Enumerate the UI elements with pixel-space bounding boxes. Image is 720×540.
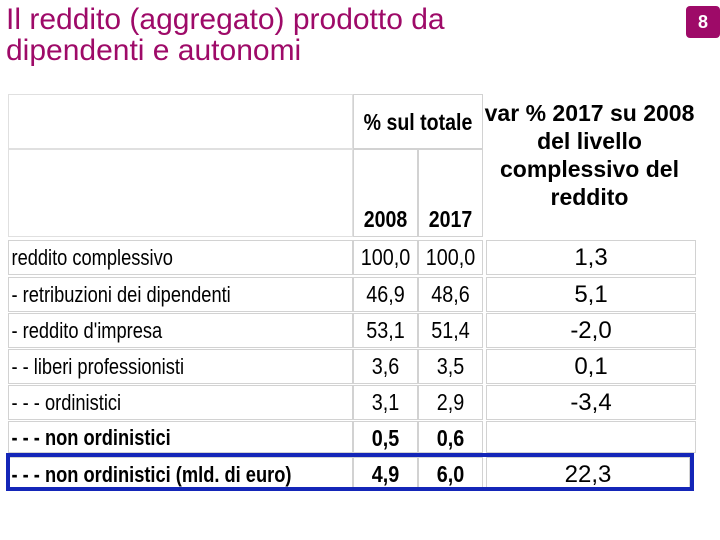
table-cell-var: 22,3 <box>486 457 690 491</box>
title-line-2: dipendenti e autonomi <box>6 34 302 67</box>
table-cell-2008: 4,9 <box>353 457 418 491</box>
header-year-2008: 2008 <box>363 206 408 232</box>
table-cell-2017: 3,5 <box>418 349 483 384</box>
header-var-cell: var % 2017 su 2008 del livello complessi… <box>483 94 696 237</box>
table-cell-var <box>486 421 696 453</box>
table-cell-var: -3,4 <box>486 385 696 420</box>
table-cell-2017: 48,6 <box>418 277 483 312</box>
header-year-2017-cell: 2017 <box>418 149 483 237</box>
table-cell-2008: 53,1 <box>353 313 418 348</box>
table-cell-var: 5,1 <box>486 277 696 312</box>
table-row-label: - - - non ordinistici <box>8 421 353 453</box>
table-cell-2017: 51,4 <box>418 313 483 348</box>
page-number-badge: 8 <box>686 6 720 38</box>
header-var: var % 2017 su 2008 del livello complessi… <box>484 100 695 210</box>
header-pct: % sul totale <box>363 109 473 135</box>
table-row-label: reddito complessivo <box>8 240 353 275</box>
table-cell-2008: 100,0 <box>353 240 418 275</box>
table-cell-2008: 0,5 <box>353 421 418 453</box>
table-cell-2008: 3,1 <box>353 385 418 420</box>
slide-title: Il reddito (aggregato) prodotto da dipen… <box>6 4 626 66</box>
table-row-label: - - - ordinistici <box>8 385 353 420</box>
table-cell-2008: 46,9 <box>353 277 418 312</box>
header-year-2008-cell: 2008 <box>353 149 418 237</box>
table-cell-2017: 6,0 <box>418 457 483 491</box>
table-cell-var: -2,0 <box>486 313 696 348</box>
table-cell-2017: 2,9 <box>418 385 483 420</box>
table-cell-2017: 100,0 <box>418 240 483 275</box>
table-cell-2017: 0,6 <box>418 421 483 453</box>
table-row-label: - reddito d'impresa <box>8 313 353 348</box>
table-cell-var: 1,3 <box>486 240 696 275</box>
table-row-label: - - - non ordinistici (mld. di euro) <box>8 457 353 491</box>
header-pct-cell: % sul totale <box>353 94 483 149</box>
header-year-2017: 2017 <box>428 206 473 232</box>
header-blank-bottom <box>8 149 353 237</box>
table-row-label: - - liberi professionisti <box>8 349 353 384</box>
table-cell-var: 0,1 <box>486 349 696 384</box>
title-line-1: Il reddito (aggregato) prodotto da <box>6 3 445 36</box>
header-blank-top <box>8 94 353 149</box>
table-cell-2008: 3,6 <box>353 349 418 384</box>
table-row-label: - retribuzioni dei dipendenti <box>8 277 353 312</box>
